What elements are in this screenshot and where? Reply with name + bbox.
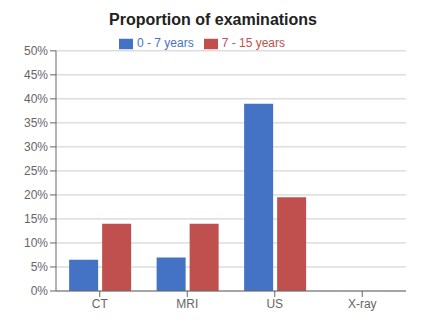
svg-text:10%: 10%: [24, 236, 48, 250]
svg-text:15%: 15%: [24, 212, 48, 226]
svg-text:5%: 5%: [31, 260, 49, 274]
svg-text:20%: 20%: [24, 188, 48, 202]
svg-text:45%: 45%: [24, 68, 48, 82]
svg-text:30%: 30%: [24, 140, 48, 154]
html-text:0 - 7 years: 0 - 7 years: [137, 36, 194, 50]
svg-text:0%: 0%: [31, 284, 49, 298]
svg-text:35%: 35%: [24, 116, 48, 130]
svg-text:CT: CT: [92, 297, 109, 311]
html-text:Proportion of examinations: Proportion of examinations: [109, 11, 317, 28]
svg-text:25%: 25%: [24, 164, 48, 178]
svg-text:X-ray: X-ray: [348, 297, 377, 311]
svg-text:50%: 50%: [24, 44, 48, 58]
svg-text:US: US: [266, 297, 283, 311]
svg-text:MRI: MRI: [176, 297, 198, 311]
svg-text:40%: 40%: [24, 92, 48, 106]
html-text:7 - 15 years: 7 - 15 years: [221, 36, 285, 50]
